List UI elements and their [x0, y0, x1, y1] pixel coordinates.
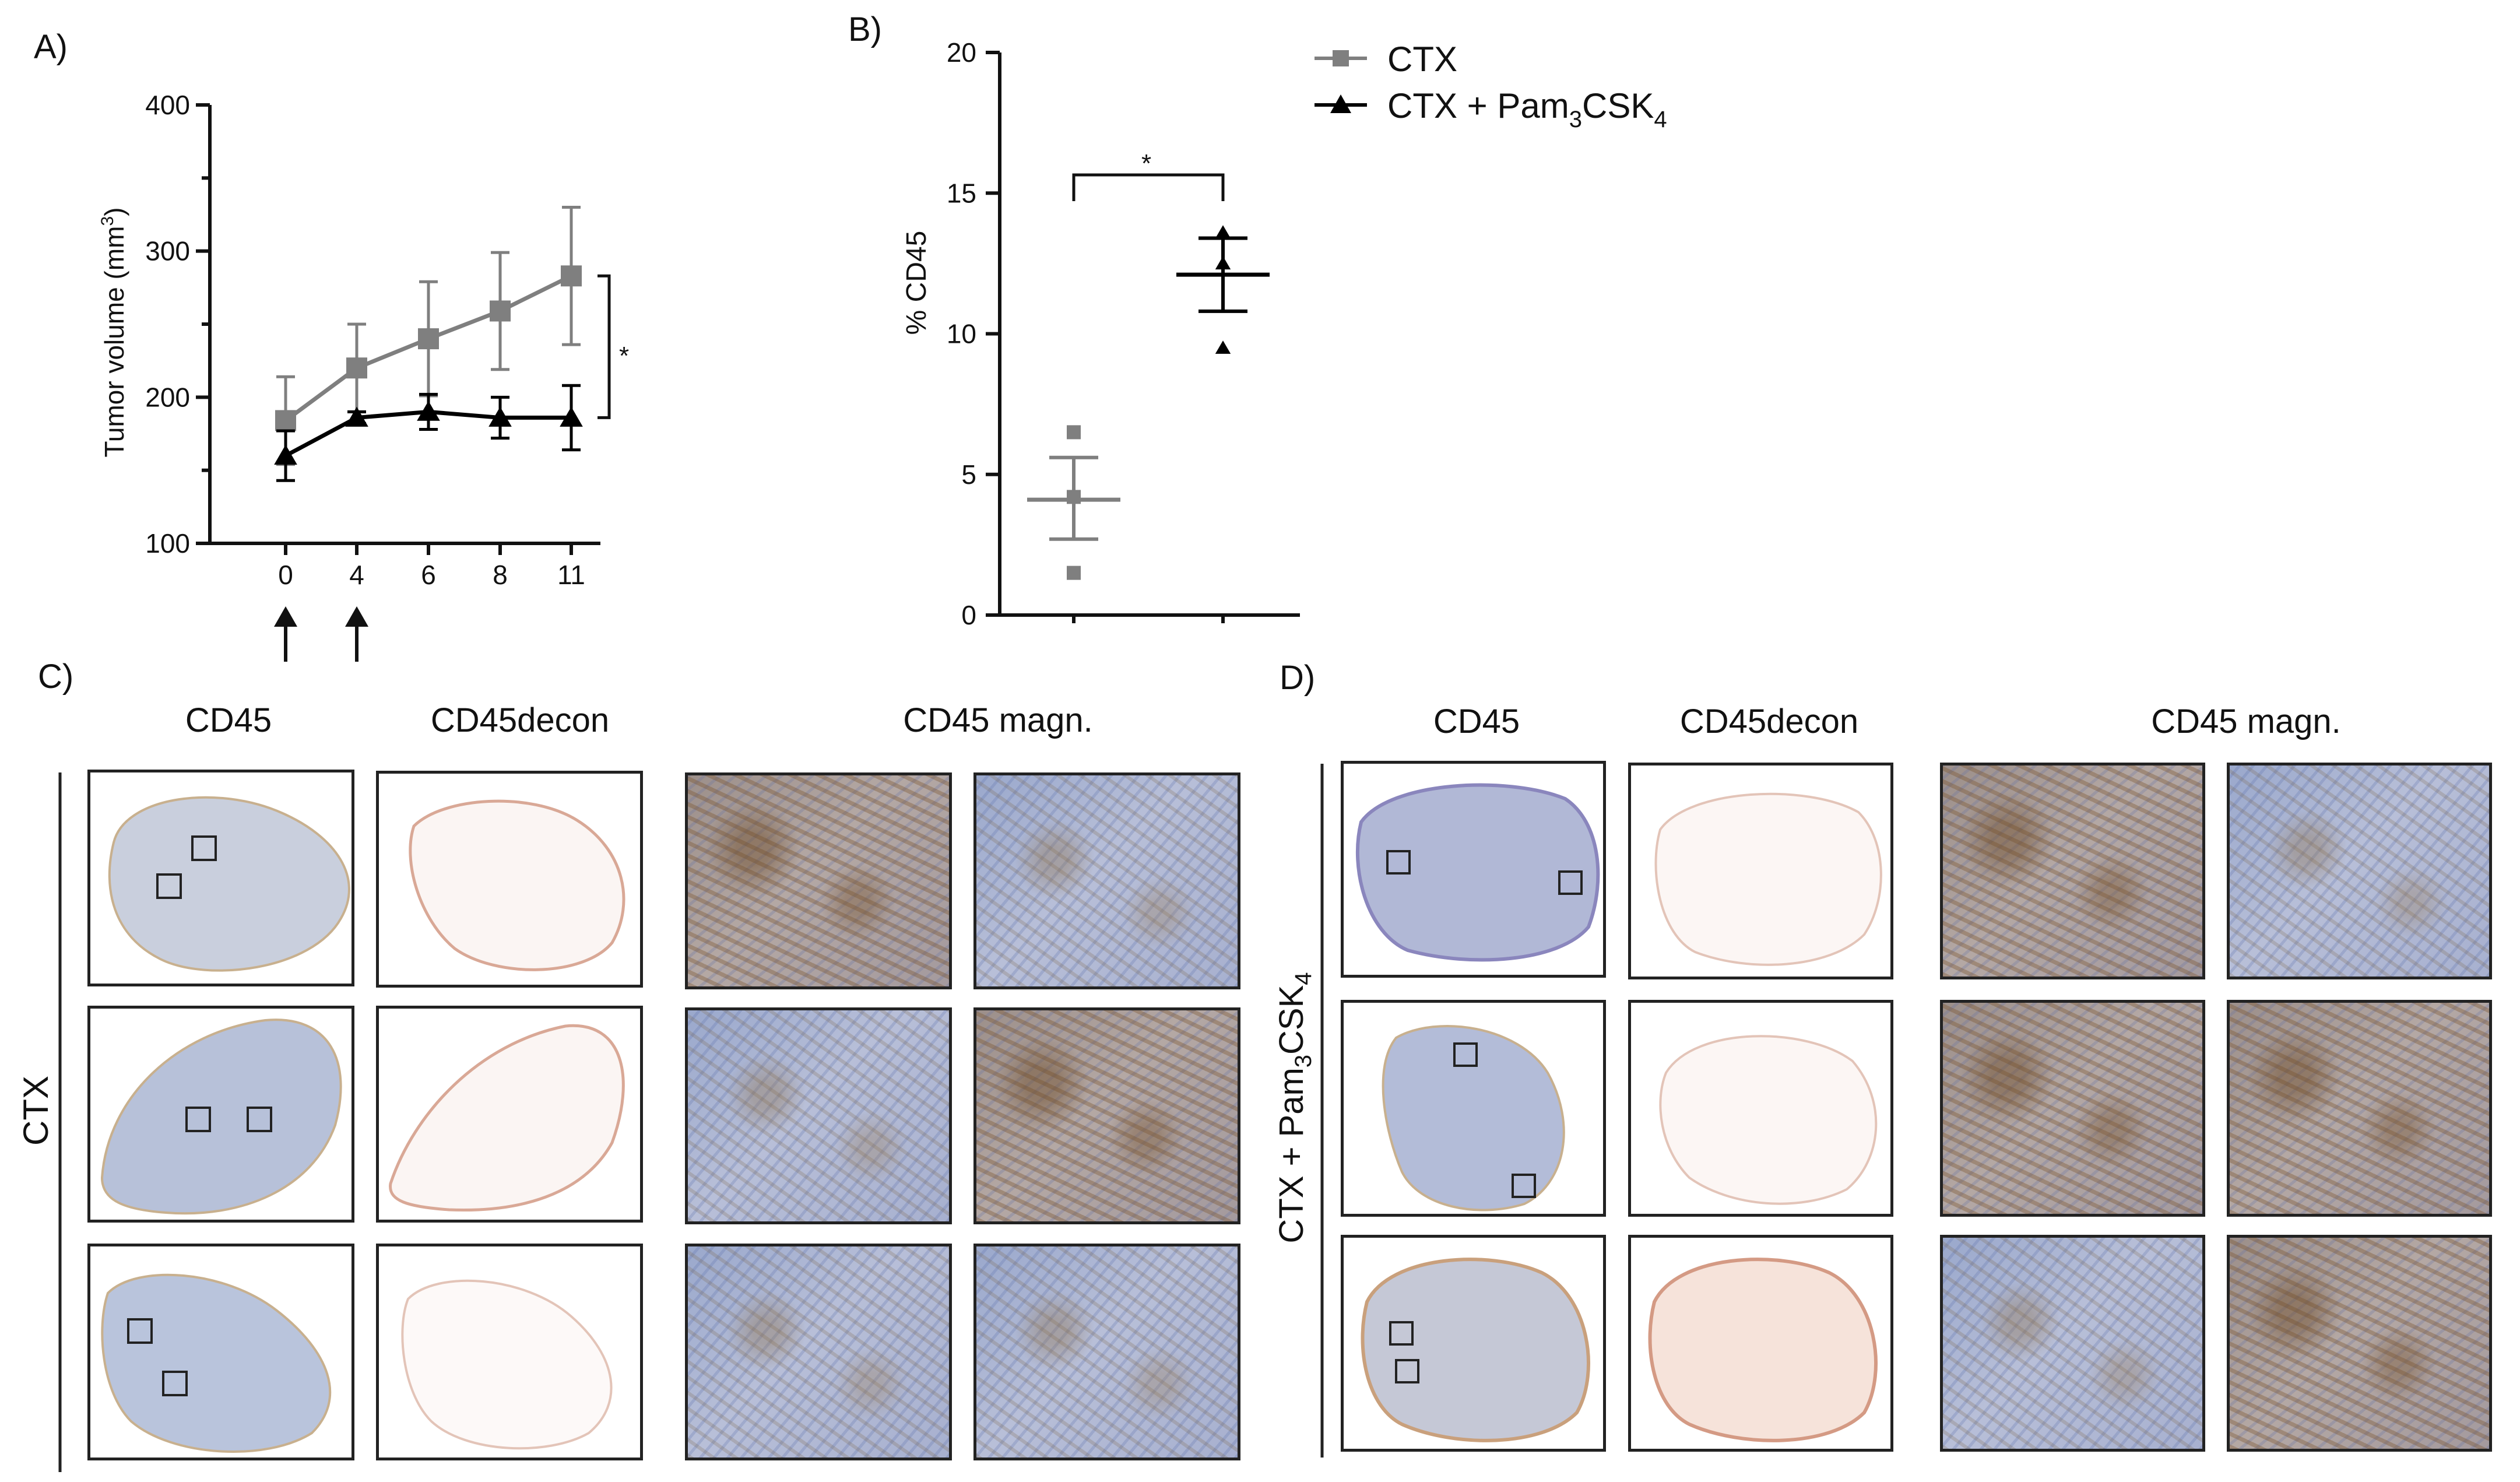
c-r2-cd45 — [87, 1006, 354, 1223]
d-r3-magn-1 — [1940, 1235, 2205, 1452]
d-header-cd45: CD45 — [1433, 703, 1520, 740]
d-r3-decon — [1628, 1235, 1893, 1452]
c-r2-decon — [376, 1006, 643, 1223]
chart-a-point-1 — [560, 406, 583, 427]
legend-label-pam-sub1: 3 — [1569, 107, 1582, 132]
c-r2-magn-2 — [973, 1007, 1240, 1224]
d-row-label-sub1: 3 — [1291, 1055, 1316, 1067]
d-r2-magn-1 — [1940, 1000, 2205, 1217]
chart-a-point-0 — [490, 300, 511, 322]
chart-a-xtick-label: 8 — [493, 560, 508, 590]
chart-a-ytick-label: 300 — [145, 236, 190, 266]
chart-a-treatment-arrow-head — [274, 606, 297, 627]
chart-a-ylabel-sup: 3 — [98, 216, 117, 226]
panel-label-a: A) — [34, 28, 68, 66]
d-r2-magn-2 — [2227, 1000, 2492, 1217]
chart-a-xtick-label: 0 — [278, 560, 293, 590]
d-r2-cd45 — [1341, 1000, 1606, 1217]
chart-b-ylabel: % CD45 — [901, 231, 932, 335]
legend-label-pam: CTX + Pam3CSK4 — [1387, 86, 1667, 132]
chart-a-point-1 — [274, 444, 297, 465]
chart-a-sig-bracket — [598, 274, 611, 419]
legend-label-ctx: CTX — [1387, 40, 1457, 79]
legend: CTX CTX + Pam3CSK4 — [1315, 40, 1667, 132]
d-header-magn: CD45 magn. — [2151, 703, 2341, 740]
c-r3-decon — [376, 1244, 643, 1460]
c-r3-cd45 — [87, 1244, 354, 1460]
chart-b-point-0 — [1067, 490, 1081, 504]
d-row-label-b: CSK — [1273, 985, 1310, 1055]
chart-b-significance: * — [1141, 149, 1151, 178]
c-r3-magn-1 — [685, 1244, 952, 1460]
chart-a-xtick-label: 11 — [557, 560, 585, 590]
panel-label-d: D) — [1280, 659, 1315, 697]
c-header-decon: CD45decon — [431, 701, 609, 739]
c-r3-magn-2 — [973, 1244, 1240, 1460]
chart-a-point-0 — [346, 357, 367, 379]
d-r1-decon — [1628, 763, 1893, 979]
legend-label-pam-main: CTX + Pam — [1387, 86, 1569, 125]
chart-a-point-0 — [561, 265, 582, 287]
d-row-label: CTX + Pam3CSK4 — [1273, 972, 1316, 1243]
panel-label-b: B) — [848, 10, 882, 48]
d-row-label-a: CTX + Pam — [1273, 1067, 1310, 1243]
c-header-magn: CD45 magn. — [903, 701, 1093, 739]
d-row-label-sub2: 4 — [1291, 972, 1316, 985]
chart-b-point-1 — [1215, 225, 1231, 239]
c-row-label: CTX — [16, 1076, 55, 1146]
chart-a-ylabel-main: Tumor volume (mm — [99, 226, 129, 458]
chart-b-point-0 — [1067, 425, 1081, 440]
chart-a-ylabel: Tumor volume (mm3) — [98, 207, 129, 457]
d-r3-magn-2 — [2227, 1235, 2492, 1452]
chart-a-ytick-label: 100 — [145, 528, 190, 559]
chart-b-ytick-label: 10 — [947, 319, 976, 349]
c-r1-decon — [376, 771, 643, 988]
legend-label-pam-sub2: 4 — [1654, 107, 1667, 132]
chart-a-xtick-label: 4 — [349, 560, 364, 590]
chart-b-ytick-label: 5 — [961, 459, 976, 490]
chart-a-point-1 — [417, 401, 440, 421]
chart-a-ylabel-close: ) — [99, 207, 129, 216]
d-r2-decon — [1628, 1000, 1893, 1217]
chart-a-tumor-volume: Tumor volume (mm3) * 100 200 300 400 0 4 6 8 11 — [98, 90, 629, 662]
panel-label-c: C) — [38, 658, 73, 696]
d-header-decon: CD45decon — [1680, 703, 1858, 740]
legend-marker-ctx — [1333, 50, 1349, 66]
chart-a-point-1 — [345, 406, 368, 427]
chart-a-significance: * — [619, 342, 629, 370]
legend-label-pam-mid: CSK — [1582, 86, 1654, 125]
d-r3-cd45 — [1341, 1235, 1606, 1452]
c-r1-magn-2 — [973, 772, 1240, 989]
chart-b-percent-cd45: % CD45 * 0 5 10 15 20 — [901, 37, 1300, 630]
d-r1-magn-1 — [1940, 763, 2205, 979]
c-r2-magn-1 — [685, 1007, 952, 1224]
chart-b-ytick-label: 20 — [947, 37, 976, 68]
chart-b-sig-bracket — [1072, 173, 1225, 201]
chart-a-ytick-label: 400 — [145, 90, 190, 120]
chart-a-point-0 — [275, 410, 296, 431]
c-header-cd45: CD45 — [185, 701, 272, 739]
c-r1-magn-1 — [685, 772, 952, 989]
chart-a-point-1 — [488, 406, 512, 427]
chart-a-treatment-arrow-head — [345, 606, 368, 627]
d-r1-magn-2 — [2227, 763, 2492, 979]
legend-marker-pam — [1330, 94, 1351, 113]
d-r1-cd45 — [1341, 761, 1606, 978]
chart-b-ytick-label: 0 — [961, 600, 976, 630]
chart-b-point-1 — [1215, 256, 1231, 270]
chart-a-point-0 — [418, 328, 439, 350]
chart-b-ytick-label: 15 — [947, 178, 976, 208]
chart-b-point-1 — [1215, 340, 1231, 354]
chart-a-xtick-label: 6 — [421, 560, 436, 590]
chart-a-ytick-label: 200 — [145, 382, 190, 412]
chart-b-point-0 — [1067, 566, 1081, 580]
c-r1-cd45 — [87, 770, 354, 986]
